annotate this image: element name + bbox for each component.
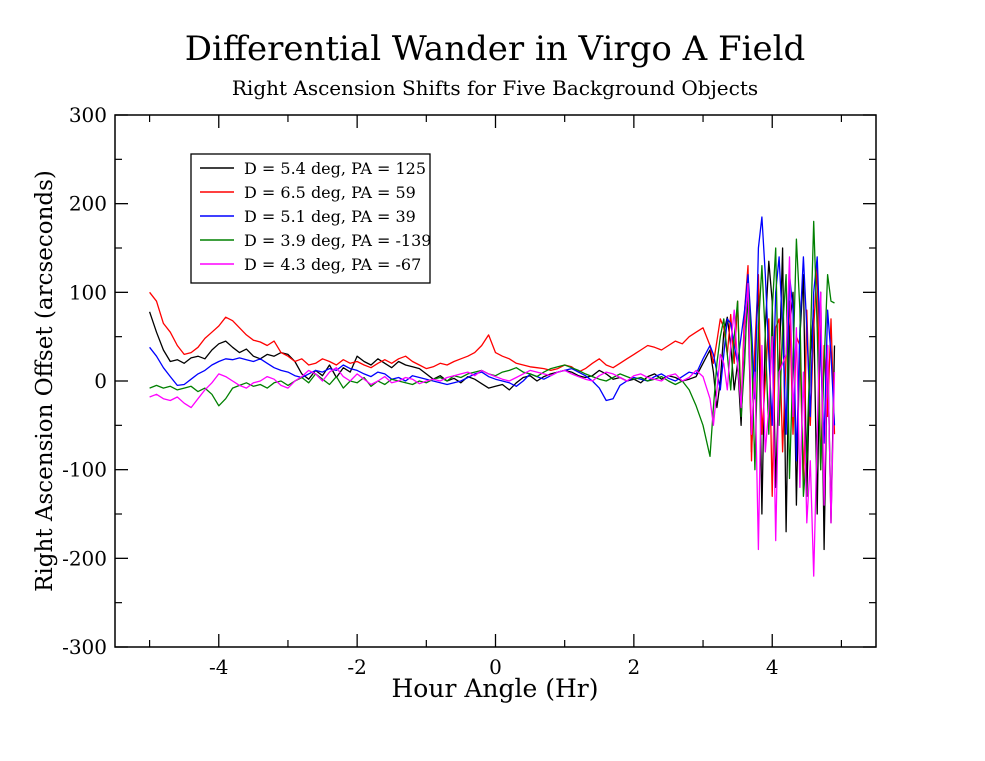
- series-line-4: [149, 220, 835, 497]
- x-tick-label: 2: [627, 655, 640, 679]
- legend-label-1: D = 5.4 deg, PA = 125: [244, 159, 426, 178]
- chart-title: Differential Wander in Virgo A Field: [185, 29, 806, 69]
- legend-label-4: D = 3.9 deg, PA = -139: [244, 231, 431, 250]
- x-tick-label: 0: [489, 655, 502, 679]
- x-tick-label: -2: [347, 655, 366, 679]
- y-tick-label: 200: [69, 192, 107, 216]
- chart-subtitle: Right Ascension Shifts for Five Backgrou…: [232, 76, 758, 100]
- y-tick-label: -100: [62, 458, 107, 482]
- x-tick-label: -4: [209, 655, 228, 679]
- x-tick-label: 4: [766, 655, 779, 679]
- y-tick-label: 0: [94, 369, 107, 393]
- legend-label-3: D = 5.1 deg, PA = 39: [244, 207, 416, 226]
- series-layer: [148, 216, 836, 577]
- series-line-1: [148, 247, 836, 551]
- legend-label-5: D = 4.3 deg, PA = -67: [244, 255, 421, 274]
- series-line-5: [149, 256, 836, 577]
- axis-layer: -4 -2 0 2 4 -300 -200 -100 0 100 200 300: [62, 103, 876, 679]
- y-tick-label: 100: [69, 280, 107, 304]
- y-tick-label: -200: [62, 546, 107, 570]
- y-tick-label: -300: [62, 635, 107, 659]
- series-line-2: [149, 265, 836, 497]
- y-tick-label: 300: [69, 103, 107, 127]
- legend-box: [190, 153, 431, 284]
- x-axis-label: Hour Angle (Hr): [391, 674, 598, 703]
- legend: D = 5.4 deg, PA = 125 D = 6.5 deg, PA = 5…: [190, 153, 431, 284]
- legend-label-2: D = 6.5 deg, PA = 59: [244, 183, 416, 202]
- plot-frame: [114, 114, 877, 648]
- y-axis-label: Right Ascension Offset (arcseconds): [32, 170, 58, 592]
